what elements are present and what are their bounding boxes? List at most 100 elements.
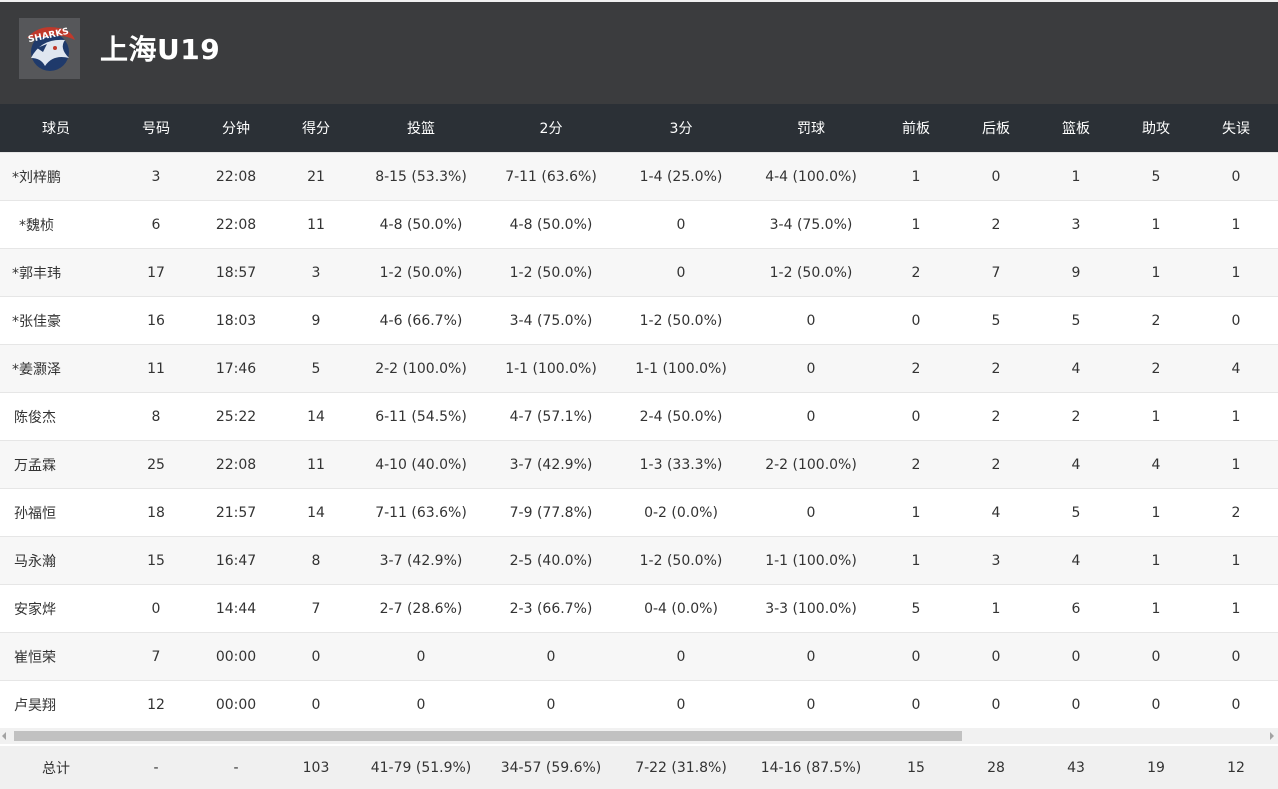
cell-number: 16 xyxy=(147,312,165,329)
cell-points: 11 xyxy=(307,456,325,473)
cell-turnovers: 0 xyxy=(1231,696,1241,713)
column-header-three-point[interactable]: 3分 xyxy=(669,121,693,137)
cell-two-point: 7-9 (77.8%) xyxy=(509,504,593,521)
column-header-number[interactable]: 号码 xyxy=(142,121,170,137)
column-header-fg[interactable]: 投篮 xyxy=(407,121,435,137)
cell-minutes: 25:22 xyxy=(215,408,257,425)
cell-three-point: 0 xyxy=(676,264,686,281)
cell-two-point: 4-8 (50.0%) xyxy=(509,216,593,233)
total-offensive-rebounds: 15 xyxy=(907,759,925,776)
cell-turnovers: 1 xyxy=(1231,408,1241,425)
cell-three-point: 2-4 (50.0%) xyxy=(639,408,723,425)
column-header-player[interactable]: 球员 xyxy=(42,121,70,137)
cell-assists: 1 xyxy=(1151,264,1161,281)
cell-assists: 1 xyxy=(1151,600,1161,617)
scroll-left-arrow-icon[interactable] xyxy=(2,732,6,740)
cell-rebounds: 5 xyxy=(1071,504,1081,521)
player-name-link[interactable]: *张佳豪 xyxy=(12,313,61,330)
player-name-link[interactable]: 卢昊翔 xyxy=(14,697,56,714)
cell-defensive-rebounds: 3 xyxy=(991,552,1001,569)
cell-free-throw: 1-2 (50.0%) xyxy=(769,264,853,281)
cell-points: 7 xyxy=(311,600,321,617)
cell-offensive-rebounds: 1 xyxy=(911,168,921,185)
cell-two-point: 0 xyxy=(546,696,556,713)
cell-free-throw: 0 xyxy=(806,312,816,329)
cell-offensive-rebounds: 1 xyxy=(911,552,921,569)
column-header-free-throw[interactable]: 罚球 xyxy=(797,121,825,137)
cell-rebounds: 9 xyxy=(1071,264,1081,281)
cell-two-point: 0 xyxy=(546,648,556,665)
cell-assists: 1 xyxy=(1151,216,1161,233)
table-header-row: 球员 号码 分钟 得分 投篮 2分 3分 罚球 前板 后板 篮板 助攻 失误 xyxy=(0,104,1278,152)
column-header-turnovers[interactable]: 失误 xyxy=(1222,121,1250,137)
player-name-link[interactable]: *魏桢 xyxy=(19,217,54,234)
cell-fg: 8-15 (53.3%) xyxy=(375,168,467,185)
cell-assists: 0 xyxy=(1151,696,1161,713)
total-fg: 41-79 (51.9%) xyxy=(370,759,472,776)
total-turnovers: 12 xyxy=(1227,759,1245,776)
box-score-table: 球员 号码 分钟 得分 投篮 2分 3分 罚球 前板 后板 篮板 助攻 失误 *刘梓鹏 3 22:08 2 1 8-… xyxy=(0,104,1278,728)
team-header: SHARKS 上海U19 xyxy=(0,0,1278,104)
cell-number: 8 xyxy=(151,408,161,425)
table-row: *刘梓鹏 3 22:08 21 8-15 (53.3%) 7-11 (63.6%) 1-4 … xyxy=(0,152,1278,200)
cell-two-point: 2-5 (40.0%) xyxy=(509,552,593,569)
cell-defensive-rebounds: 5 xyxy=(991,312,1001,329)
table-row: 马永瀚 15 16:47 8 3-7 (42.9%) 2-5 (40.0%) 1-2 (50… xyxy=(0,536,1278,584)
table-row: *张佳豪 16 18:03 9 4-6 (66.7%) 3-4 (75.0%) 1-2 (5… xyxy=(0,296,1278,344)
cell-minutes: 00:00 xyxy=(215,696,257,713)
cell-defensive-rebounds: 1 xyxy=(991,600,1001,617)
player-name-link[interactable]: 陈俊杰 xyxy=(14,409,56,426)
cell-free-throw: 0 xyxy=(806,360,816,377)
cell-assists: 1 xyxy=(1151,408,1161,425)
cell-defensive-rebounds: 7 xyxy=(991,264,1001,281)
table-row: *郭丰玮 17 18:57 3 1-2 (50.0%) 1-2 (50.0%) 0 1-2 (… xyxy=(0,248,1278,296)
total-minutes: - xyxy=(233,759,239,776)
cell-minutes: 16:47 xyxy=(215,552,257,569)
player-name-link[interactable]: 万孟霖 xyxy=(14,457,56,474)
cell-number: 18 xyxy=(147,504,165,521)
team-name: 上海U19 xyxy=(100,33,221,66)
cell-turnovers: 0 xyxy=(1231,312,1241,329)
column-header-defensive-rebounds[interactable]: 后板 xyxy=(982,121,1010,137)
column-header-offensive-rebounds[interactable]: 前板 xyxy=(902,121,930,137)
player-name-link[interactable]: 安家烨 xyxy=(14,601,56,618)
scrollbar-thumb[interactable] xyxy=(14,731,962,741)
total-assists: 19 xyxy=(1147,759,1165,776)
cell-rebounds: 4 xyxy=(1071,552,1081,569)
cell-two-point: 1-1 (100.0%) xyxy=(505,360,597,377)
cell-fg: 0 xyxy=(416,648,426,665)
player-name-link[interactable]: 孙福恒 xyxy=(14,505,56,522)
cell-number: 0 xyxy=(151,600,161,617)
cell-assists: 5 xyxy=(1151,168,1161,185)
cell-defensive-rebounds: 2 xyxy=(991,456,1001,473)
cell-offensive-rebounds: 0 xyxy=(911,696,921,713)
cell-minutes: 00:00 xyxy=(215,648,257,665)
column-header-rebounds[interactable]: 篮板 xyxy=(1062,121,1090,137)
cell-number: 7 xyxy=(151,648,161,665)
cell-fg: 1-2 (50.0%) xyxy=(379,264,463,281)
column-header-two-point[interactable]: 2分 xyxy=(539,121,563,137)
column-header-minutes[interactable]: 分钟 xyxy=(222,121,250,137)
total-points: 103 xyxy=(302,759,330,776)
column-header-assists[interactable]: 助攻 xyxy=(1142,121,1170,137)
cell-number: 25 xyxy=(147,456,165,473)
player-name-link[interactable]: *刘梓鹏 xyxy=(12,169,61,186)
total-number: - xyxy=(153,759,159,776)
table-row: *魏桢 6 22:08 11 4-8 (50.0%) 4-8 (50.0%) 0 3-4 (7… xyxy=(0,200,1278,248)
player-name-link[interactable]: 崔恒荣 xyxy=(14,649,56,666)
cell-defensive-rebounds: 0 xyxy=(991,696,1001,713)
cell-defensive-rebounds: 0 xyxy=(991,648,1001,665)
player-name-link[interactable]: *郭丰玮 xyxy=(12,265,61,282)
cell-free-throw: 0 xyxy=(806,408,816,425)
horizontal-scrollbar[interactable] xyxy=(0,728,1278,744)
player-name-link[interactable]: *姜灏泽 xyxy=(12,361,61,378)
table-row: 卢昊翔 12 00:00 0 0 0 0 0 0 0 0 0 0 xyxy=(0,680,1278,728)
scroll-right-arrow-icon[interactable] xyxy=(1270,732,1274,740)
cell-assists: 0 xyxy=(1151,648,1161,665)
total-three-point: 7-22 (31.8%) xyxy=(635,759,727,776)
cell-assists: 2 xyxy=(1151,360,1161,377)
player-name-link[interactable]: 马永瀚 xyxy=(14,553,56,570)
column-header-points[interactable]: 得分 xyxy=(302,121,330,137)
cell-free-throw: 3-3 (100.0%) xyxy=(765,600,857,617)
cell-minutes: 22:08 xyxy=(215,168,257,185)
